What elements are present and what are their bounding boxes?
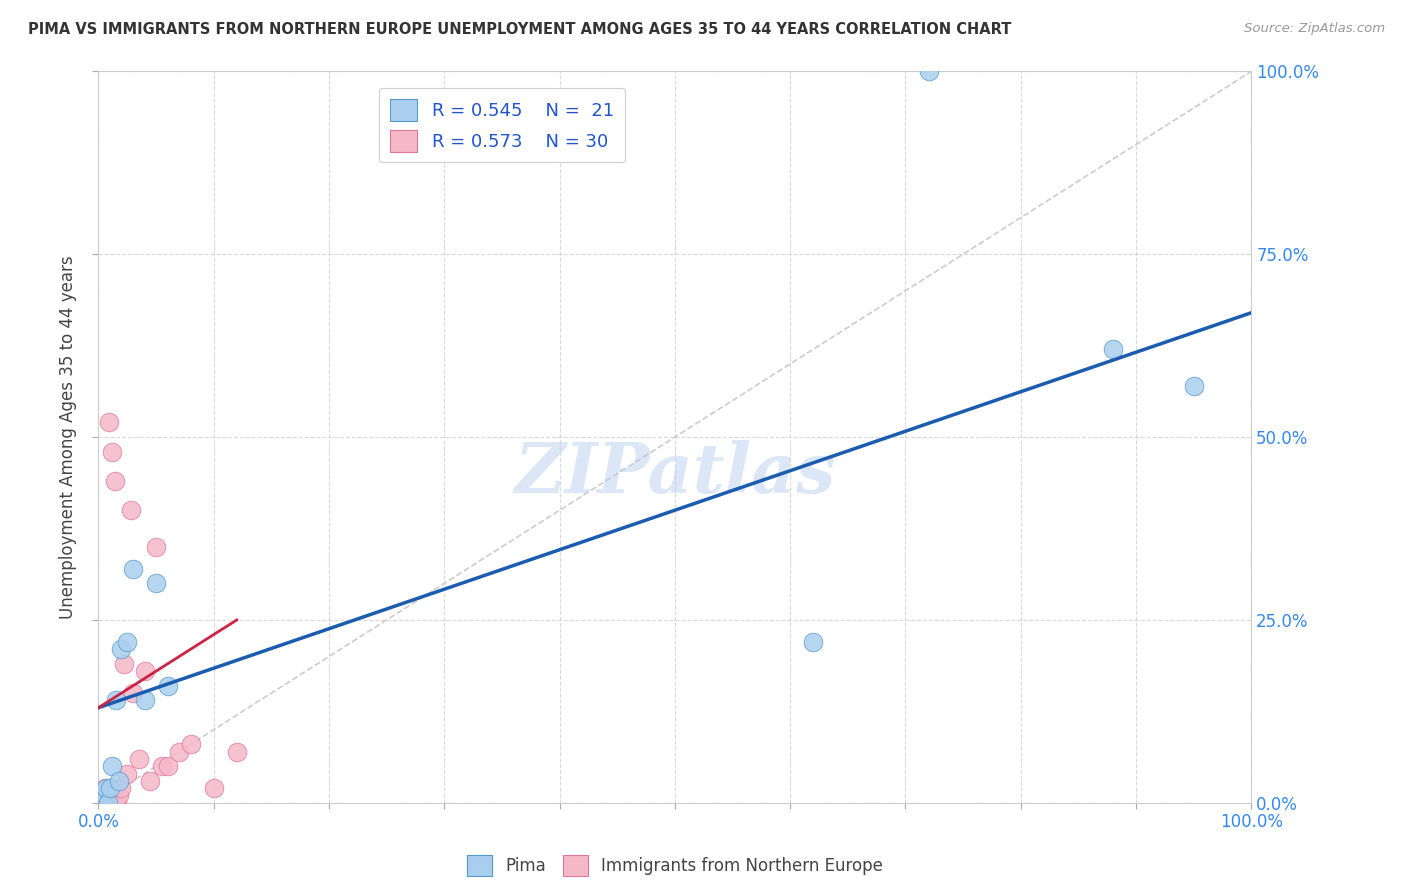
Legend: Pima, Immigrants from Northern Europe: Pima, Immigrants from Northern Europe xyxy=(460,848,890,882)
Text: ZIPatlas: ZIPatlas xyxy=(515,440,835,508)
Point xyxy=(90,796,112,810)
Point xyxy=(150,759,173,773)
Point xyxy=(156,759,179,773)
Point xyxy=(128,752,150,766)
Point xyxy=(97,416,120,430)
Point xyxy=(110,642,132,657)
Point xyxy=(134,664,156,678)
Point xyxy=(96,796,118,810)
Point xyxy=(1102,343,1125,357)
Point xyxy=(202,781,225,796)
Point xyxy=(97,796,120,810)
Point xyxy=(98,781,121,796)
Point xyxy=(145,576,167,591)
Point xyxy=(117,766,139,780)
Point xyxy=(180,737,202,751)
Point xyxy=(105,796,128,810)
Point xyxy=(108,773,131,788)
Point xyxy=(139,773,162,788)
Y-axis label: Unemployment Among Ages 35 to 44 years: Unemployment Among Ages 35 to 44 years xyxy=(59,255,77,619)
Point xyxy=(156,679,179,693)
Point xyxy=(145,540,167,554)
Point xyxy=(93,796,115,810)
Point xyxy=(122,562,145,576)
Point xyxy=(104,693,127,707)
Point xyxy=(90,796,112,810)
Point xyxy=(94,781,117,796)
Point xyxy=(96,781,118,796)
Point xyxy=(117,635,139,649)
Point xyxy=(1182,379,1205,393)
Point xyxy=(110,781,132,796)
Point xyxy=(134,693,156,707)
Point xyxy=(108,789,131,803)
Point xyxy=(120,503,142,517)
Point xyxy=(103,474,125,488)
Point xyxy=(101,759,124,773)
Point xyxy=(91,796,114,810)
Point xyxy=(89,796,111,810)
Point xyxy=(122,686,145,700)
Point xyxy=(167,745,190,759)
Point xyxy=(87,796,110,810)
Point xyxy=(97,789,120,803)
Point xyxy=(101,444,124,458)
Point xyxy=(917,64,939,78)
Point xyxy=(94,789,117,803)
Text: PIMA VS IMMIGRANTS FROM NORTHERN EUROPE UNEMPLOYMENT AMONG AGES 35 TO 44 YEARS C: PIMA VS IMMIGRANTS FROM NORTHERN EUROPE … xyxy=(28,22,1011,37)
Point xyxy=(93,789,115,803)
Point xyxy=(87,796,110,810)
Point xyxy=(801,635,824,649)
Point xyxy=(90,789,112,803)
Point xyxy=(90,796,112,810)
Point xyxy=(98,781,121,796)
Point xyxy=(112,657,135,671)
Text: Source: ZipAtlas.com: Source: ZipAtlas.com xyxy=(1244,22,1385,36)
Point xyxy=(225,745,247,759)
